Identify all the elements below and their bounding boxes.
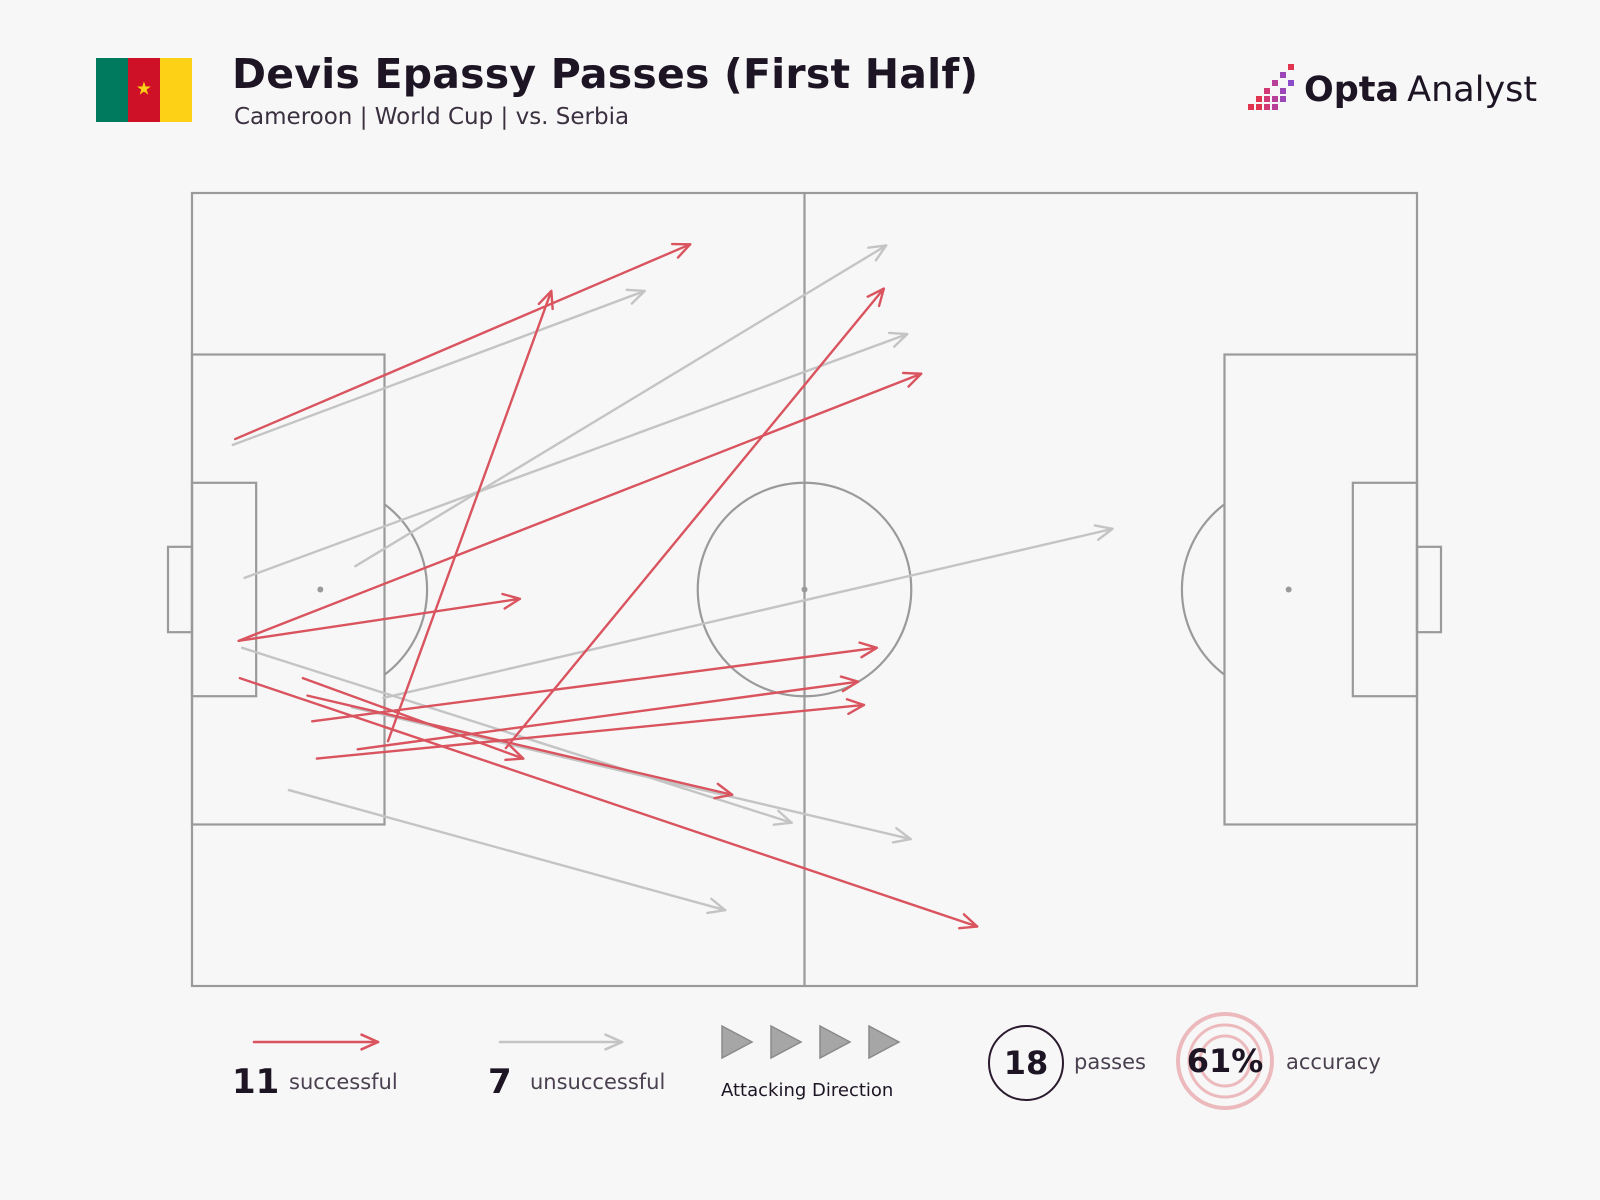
flag-stripe-green	[96, 58, 128, 122]
legend-unsuccessful-arrow-head	[604, 1033, 624, 1051]
pass-arrow-unsuccessful-17-head	[772, 809, 793, 826]
pass-arrow-successful-9-head	[958, 913, 979, 930]
attacking-direction-label: Attacking Direction	[721, 1080, 894, 1101]
pass-arrow-successful-7-head	[845, 698, 866, 716]
pass-arrow-unsuccessful-15-head	[891, 826, 912, 844]
pass-arrow-successful-3	[237, 592, 522, 643]
pass-arrow-successful-2-head	[901, 371, 923, 388]
pass-arrow-unsuccessful-16-shaft	[287, 788, 727, 912]
pass-arrow-successful-6	[356, 675, 860, 751]
legend-successful-arrow	[252, 1033, 380, 1051]
pass-arrow-successful-10-head	[713, 782, 734, 800]
pass-arrow-unsuccessful-12-head	[867, 244, 888, 262]
accuracy-ring-1	[1176, 1012, 1274, 1110]
direction-triangle-icon-4	[868, 1024, 901, 1060]
passes-count-badge: 18	[988, 1025, 1064, 1101]
direction-triangle-icon-3	[819, 1024, 852, 1060]
left-penalty-arc	[383, 503, 429, 676]
pass-arrow-successful-9-shaft	[238, 676, 979, 928]
successful-label: successful	[289, 1070, 398, 1094]
pass-arrow-unsuccessful-11	[231, 288, 646, 447]
centre-circle	[696, 481, 913, 698]
pass-arrow-successful-5	[310, 641, 879, 723]
brand-analyst: Analyst	[1407, 70, 1538, 110]
passes-label: passes	[1074, 1050, 1146, 1074]
pass-arrow-successful-5-shaft	[310, 646, 879, 723]
pass-arrow-successful-3-shaft	[237, 597, 522, 643]
flag-star-icon: ★	[135, 78, 153, 100]
pass-arrow-successful-8-head	[504, 744, 525, 762]
passes-layer	[231, 242, 1114, 930]
pass-arrow-successful-0-shaft	[233, 243, 692, 441]
pass-arrow-unsuccessful-11-shaft	[231, 289, 646, 447]
pass-arrow-unsuccessful-13-head	[888, 331, 909, 348]
pass-arrow-successful-4-head	[866, 287, 886, 308]
right-penalty-arc	[1180, 503, 1226, 676]
pass-arrow-unsuccessful-14	[382, 524, 1114, 700]
pitch-markings	[166, 191, 1443, 988]
pass-arrow-successful-4-shaft	[504, 287, 886, 750]
accuracy-label: accuracy	[1286, 1050, 1381, 1074]
legend-graphics	[252, 1012, 1274, 1110]
page-title: Devis Epassy Passes (First Half)	[232, 50, 979, 98]
pass-arrow-successful-3-head	[501, 592, 522, 610]
pass-arrow-unsuccessful-16	[287, 788, 727, 915]
accuracy-badge: 61%	[1178, 1014, 1272, 1108]
pass-arrow-successful-7	[315, 698, 866, 760]
pass-arrow-successful-7-shaft	[315, 703, 866, 760]
pass-arrow-successful-5-head	[858, 641, 879, 659]
opta-logo-icon	[1248, 64, 1294, 110]
brand-opta: Opta	[1304, 70, 1400, 110]
unsuccessful-count: 7	[488, 1062, 512, 1102]
pass-arrow-successful-1-shaft	[386, 289, 553, 743]
pass-arrow-unsuccessful-14-shaft	[382, 527, 1114, 700]
left-penalty-spot	[317, 586, 324, 593]
accuracy-ring-2	[1187, 1023, 1263, 1099]
centre-spot	[801, 586, 808, 593]
pass-arrow-unsuccessful-11-head	[625, 288, 646, 305]
pass-arrow-successful-2-shaft	[237, 372, 923, 643]
pass-arrow-unsuccessful-12	[354, 244, 888, 568]
pass-arrow-successful-8-shaft	[301, 676, 525, 760]
pass-arrow-unsuccessful-14-head	[1093, 524, 1114, 541]
pass-arrow-successful-10-shaft	[306, 694, 734, 796]
pass-arrow-successful-0-head	[670, 242, 692, 259]
right-penalty-area	[1223, 353, 1419, 826]
passes-value: 18	[1003, 1044, 1049, 1082]
pass-arrow-unsuccessful-12-shaft	[354, 244, 888, 568]
pass-arrow-successful-0	[233, 242, 692, 441]
pass-arrow-unsuccessful-16-head	[706, 897, 727, 915]
direction-triangle-icon-2	[770, 1024, 803, 1060]
pass-arrow-successful-1	[386, 289, 554, 743]
unsuccessful-label: unsuccessful	[530, 1070, 666, 1094]
successful-count: 11	[232, 1062, 280, 1102]
pass-arrow-successful-6-head	[839, 675, 860, 693]
direction-triangle-icon-1	[721, 1024, 754, 1060]
pass-arrow-successful-1-head	[537, 289, 554, 311]
right-goal-area	[1351, 481, 1419, 698]
pass-arrow-successful-4	[504, 287, 886, 750]
pass-arrow-successful-2	[237, 371, 923, 643]
cameroon-flag: ★	[96, 58, 192, 122]
right-penalty-spot	[1285, 586, 1292, 593]
legend-unsuccessful-arrow	[498, 1033, 624, 1051]
left-goal	[166, 545, 194, 634]
opta-analyst-logo: Opta Analyst	[1248, 62, 1537, 118]
pass-arrow-successful-6-shaft	[356, 680, 860, 751]
pass-arrow-successful-8	[301, 676, 525, 762]
accuracy-value: 61%	[1186, 1042, 1264, 1080]
pass-arrow-successful-10	[306, 694, 734, 800]
legend-successful-arrow-head	[360, 1033, 380, 1051]
pass-arrow-unsuccessful-13-shaft	[243, 332, 909, 580]
right-goal	[1415, 545, 1443, 634]
left-goal-area	[190, 481, 258, 698]
accuracy-ring-3	[1198, 1034, 1252, 1088]
flag-stripe-yellow	[160, 58, 192, 122]
pass-arrow-successful-9	[238, 676, 979, 930]
flag-stripe-red: ★	[128, 58, 160, 122]
page-subtitle: Cameroon | World Cup | vs. Serbia	[234, 104, 630, 130]
pass-arrow-unsuccessful-13	[243, 331, 909, 580]
